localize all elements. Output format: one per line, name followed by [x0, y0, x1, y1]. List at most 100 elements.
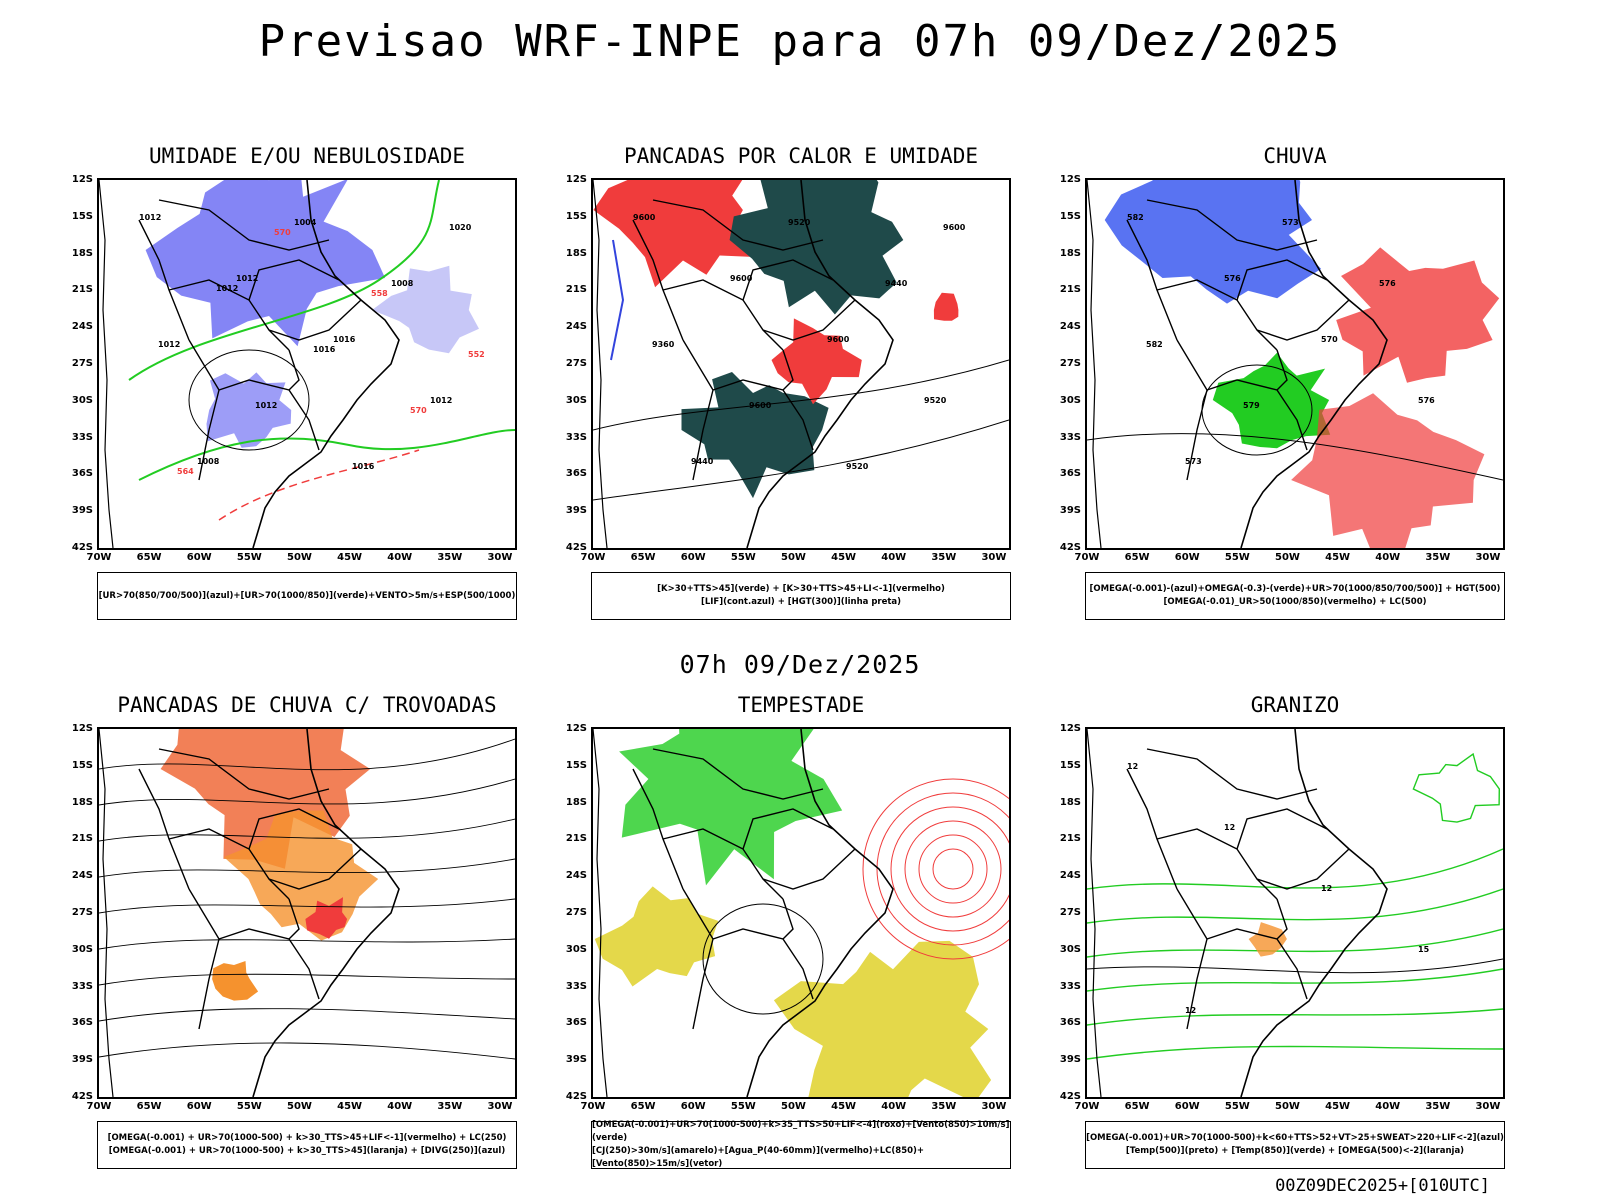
streamline	[99, 1042, 515, 1060]
lon-tick-label: 65W	[1124, 552, 1150, 563]
contour-value-label: 1012	[158, 340, 180, 349]
lat-tick-label: 27S	[565, 907, 587, 918]
lat-tick-label: 21S	[1059, 833, 1081, 845]
jet-yellow-area	[594, 886, 719, 987]
coastline	[252, 729, 400, 1097]
contour-value-label: 1004	[294, 218, 317, 227]
border-line	[742, 259, 834, 301]
border-line	[288, 349, 300, 391]
lat-tick-label: 24S	[71, 870, 93, 882]
lat-tick-label: 36S	[71, 1017, 93, 1029]
lat-tick-label: 30S	[71, 394, 93, 406]
lon-tick-label: 35W	[1425, 1101, 1451, 1112]
lat-tick-label: 24S	[565, 870, 587, 882]
lat-tick-label: 39S	[565, 505, 587, 517]
contour-value-label: 12	[1321, 884, 1332, 893]
panel-title: UMIDADE E/OU NEBULOSIDADE	[148, 144, 466, 168]
coastline-west	[99, 729, 114, 1097]
contour-value-label: 12	[1185, 1006, 1196, 1015]
coastline-west	[1087, 180, 1102, 548]
orange-area	[1248, 922, 1287, 957]
lon-tick-label: 60W	[680, 552, 706, 563]
lon-tick-label: 65W	[136, 552, 162, 563]
temp850-contour	[1087, 968, 1503, 992]
border-line	[248, 808, 340, 850]
lon-tick-label: 30W	[487, 1101, 513, 1112]
lat-tick-label: 18S	[565, 247, 587, 259]
contour-value-label: 9600	[730, 274, 753, 283]
lat-tick-label: 30S	[565, 394, 587, 406]
contour-value-label: 1016	[313, 345, 336, 354]
contour-value-label: 12	[1224, 823, 1235, 832]
map-layers	[593, 180, 1009, 548]
lon-tick-label: 40W	[387, 552, 413, 563]
model-run-label: 00Z09DEC2025+[010UTC]	[1275, 1176, 1490, 1196]
red-dashed-contour	[218, 449, 420, 521]
contour-value-label: 576	[1418, 396, 1435, 405]
contour-value-label: 1012	[139, 213, 161, 222]
lat-tick-label: 18S	[565, 796, 587, 808]
lon-tick-label: 35W	[437, 552, 463, 563]
coastline	[1240, 729, 1388, 1097]
panel-chuva: CHUVA 582 576 570 576 573 573 576 582 579 [OMEGA…	[1060, 144, 1505, 620]
green-contour	[138, 429, 515, 481]
contour-value-label: 1008	[391, 279, 414, 288]
lat-tick-label: 42S	[565, 1091, 587, 1102]
lat-tick-label: 27S	[1059, 907, 1081, 918]
red-area	[305, 897, 348, 939]
border-line	[268, 848, 362, 890]
lat-tick-label: 39S	[1059, 505, 1081, 517]
lon-tick-label: 30W	[981, 552, 1007, 563]
contour-value-label: 9600	[633, 213, 656, 222]
contour-value-label: 570	[1321, 335, 1338, 344]
legend-line: [Temp(500)](preto) + [Temp(850)](verde) …	[1125, 1146, 1465, 1156]
lat-tick-label: 36S	[1059, 468, 1081, 480]
lat-tick-label: 24S	[565, 321, 587, 333]
lat-tick-label: 39S	[1059, 1054, 1081, 1066]
map-frame: 1012 1012 1016 1012 1008 1004 1008 1012 1012 1016…	[97, 178, 517, 550]
contour-value-label: 9440	[691, 457, 714, 466]
lon-tick-label: 55W	[236, 552, 262, 563]
border-line	[652, 748, 824, 800]
red-area	[1336, 247, 1500, 383]
contour-value-label: 1020	[449, 223, 472, 232]
contour-value-label: 9600	[943, 223, 966, 232]
lat-tick-label: 24S	[71, 321, 93, 333]
border-line	[1276, 349, 1288, 391]
lon-tick-label: 35W	[931, 552, 957, 563]
lat-tick-label: 18S	[71, 796, 93, 808]
red-area	[771, 318, 862, 405]
contour-value-label: 9520	[924, 396, 947, 405]
legend-line: [OMEGA(-0.001)-(azul)+OMEGA(-0.3)-(verde…	[1089, 584, 1501, 594]
lat-tick-label: 27S	[71, 907, 93, 918]
contour-value-label: 9440	[885, 279, 908, 288]
lif-blue-contour	[610, 239, 625, 361]
panel-title: GRANIZO	[1250, 693, 1340, 717]
lat-tick-label: 12S	[565, 723, 587, 734]
lon-tick-label: 45W	[337, 1101, 363, 1112]
height-contour	[593, 359, 1009, 431]
border-line	[268, 299, 362, 341]
lat-tick-label: 27S	[565, 358, 587, 369]
lon-tick-label: 60W	[680, 1101, 706, 1112]
border-line	[632, 219, 684, 341]
lon-tick-label: 55W	[1224, 1101, 1250, 1112]
lon-tick-label: 60W	[1174, 552, 1200, 563]
contour-value-label: 9360	[652, 340, 675, 349]
lon-tick-label: 55W	[730, 1101, 756, 1112]
border-line	[682, 339, 714, 481]
coastline	[746, 729, 894, 1097]
map-layers	[99, 729, 515, 1097]
legend-line: [OMEGA(-0.01)_UR>50(1000/850)(vermelho) …	[1163, 597, 1427, 607]
red-area	[933, 292, 959, 321]
lat-tick-label: 33S	[565, 431, 587, 443]
lat-tick-label: 21S	[71, 284, 93, 296]
contour-value-label: 9520	[788, 218, 811, 227]
lat-tick-label: 39S	[565, 1054, 587, 1066]
lat-tick-label: 33S	[1059, 980, 1081, 992]
contour-value-label: 1012	[430, 396, 452, 405]
streamline	[99, 818, 515, 842]
lat-tick-label: 36S	[565, 1017, 587, 1029]
jet-yellow-area	[773, 940, 992, 1097]
lon-tick-label: 70W	[1074, 552, 1100, 563]
